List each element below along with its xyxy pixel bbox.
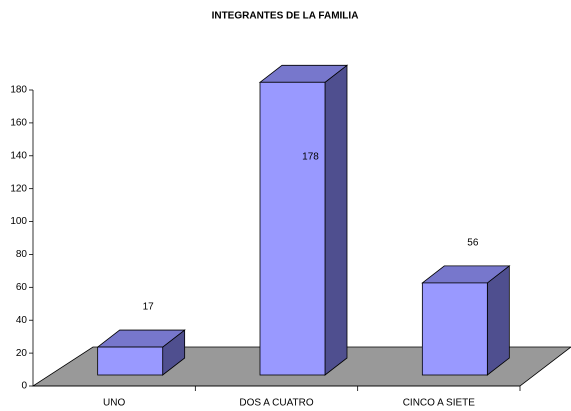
data-label: 17 <box>143 302 155 313</box>
y-tick-label: 180 <box>10 85 27 96</box>
data-label: 56 <box>467 238 479 249</box>
x-tick-label: CINCO A SIETE <box>403 398 476 409</box>
bar <box>259 81 326 376</box>
y-tick-label: 120 <box>10 183 27 194</box>
y-tick-label: 40 <box>16 315 28 326</box>
y-tick-label: 60 <box>16 282 28 293</box>
y-tick-label: 160 <box>10 118 27 129</box>
x-tick-label: DOS A CUATRO <box>239 398 313 409</box>
y-tick-label: 20 <box>16 348 28 359</box>
x-tick-label: UNO <box>103 398 125 409</box>
bar-side <box>324 64 348 376</box>
bar <box>97 346 164 376</box>
y-tick-label: 80 <box>16 249 28 260</box>
y-tick-label: 100 <box>10 216 27 227</box>
y-tick-label: 0 <box>21 381 27 392</box>
y-tick-label: 140 <box>10 150 27 161</box>
bar <box>421 282 488 376</box>
chart-title: INTEGRANTES DE LA FAMILIA <box>212 11 359 22</box>
bar-side <box>486 265 510 376</box>
data-label: 178 <box>302 152 319 163</box>
